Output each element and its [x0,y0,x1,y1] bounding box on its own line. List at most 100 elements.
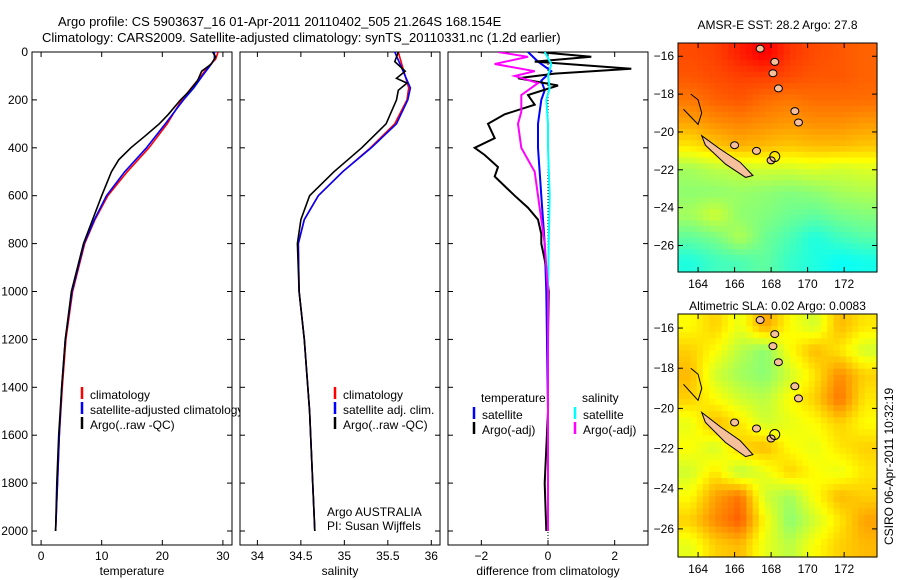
heatmap-cell [852,260,859,267]
heatmap-cell [864,399,872,406]
heatmap-cell [802,100,810,107]
heatmap-cell [690,332,698,339]
heatmap-cell [696,550,704,558]
heatmap-cell [715,338,723,345]
heatmap-cell [789,123,797,130]
heatmap-cell [765,106,772,113]
heatmap-cell [746,405,754,412]
heatmap-cell [814,231,822,239]
lat-tick-label: −20 [654,125,675,139]
heatmap-cell [796,514,803,522]
heatmap-cell [808,237,816,244]
heatmap-cell [864,117,872,124]
heatmap-cell [752,128,760,136]
heatmap-cell [721,254,729,262]
salinity-x-tick-label: 34.5 [289,549,313,563]
island-outline [752,146,762,155]
heatmap-cell [715,83,723,90]
heatmap-cell [833,532,841,540]
heatmap-cell [802,405,810,412]
heatmap-cell [765,266,772,273]
heatmap-cell [709,544,716,552]
heatmap-cell [777,520,785,528]
heatmap-cell [721,520,729,528]
heatmap-cell [771,550,779,558]
heatmap-cell [734,326,741,333]
heatmap-cell [814,151,822,159]
heatmap-cell [827,54,835,61]
heatmap-cell [796,54,803,61]
heatmap-cell [752,117,760,124]
heatmap-cell [734,128,741,136]
heatmap-cell [789,186,797,193]
heatmap-cell [771,174,779,181]
heatmap-cell [858,320,866,327]
heatmap-cell [715,508,723,516]
heatmap-cell [690,429,698,437]
heatmap-cell [783,526,791,534]
heatmap-cell [771,320,779,327]
heatmap-cell [709,344,716,352]
island-outline [790,382,800,391]
heatmap-cell [746,411,754,418]
heatmap-cell [858,186,866,193]
heatmap-cell [727,134,735,141]
heatmap-cell [777,332,785,339]
heatmap-cell [684,502,691,509]
heatmap-cell [702,100,710,107]
heatmap-cell [690,538,698,546]
heatmap-cell [746,514,754,522]
heatmap-cell [715,332,723,339]
legend-entry: Argo(-adj) [583,423,636,437]
heatmap-cell [777,65,785,73]
heatmap-cell [814,435,822,443]
heatmap-cell [864,146,872,153]
heatmap-cell [765,231,772,239]
heatmap-cell [833,186,841,193]
heatmap-cell [777,157,785,164]
heatmap-cell [771,484,779,491]
heatmap-cell [777,243,785,250]
heatmap-cell [802,356,810,364]
heatmap-cell [727,374,735,382]
heatmap-cell [721,163,729,170]
heatmap-cell [734,88,741,96]
heatmap-cell [783,411,791,418]
heatmap-cell [771,508,779,516]
heatmap-cell [808,83,816,90]
heatmap-cell [684,260,691,267]
heatmap-cell [727,174,735,181]
heatmap-cell [777,453,785,461]
heatmap-cell [702,502,710,509]
heatmap-cell [715,550,723,558]
heatmap-cell [777,441,785,449]
heatmap-cell [709,496,716,503]
heatmap-cell [852,496,859,503]
heatmap-cell [690,100,698,107]
heatmap-cell [696,88,704,96]
heatmap-cell [765,168,772,176]
heatmap-cell [765,100,772,107]
heatmap-cell [789,526,797,534]
heatmap-cell [715,520,723,528]
heatmap-cell [758,484,766,491]
heatmap-cell [839,209,847,216]
heatmap-cell [833,429,841,437]
heatmap-cell [702,65,710,73]
heatmap-cell [821,146,828,153]
heatmap-cell [777,314,785,321]
heatmap-cell [702,411,710,418]
heatmap-cell [752,368,760,376]
heatmap-cell [777,496,785,503]
heatmap-cell [678,106,685,113]
heatmap-cell [684,411,691,418]
heatmap-cell [684,374,691,382]
heatmap-cell [814,54,822,61]
heatmap-cell [696,332,704,339]
heatmap-cell [746,260,754,267]
heatmap-cell [864,478,872,485]
heatmap-cell [771,220,779,227]
heatmap-cell [715,100,723,107]
heatmap-cell [684,350,691,358]
heatmap-cell [796,266,803,273]
